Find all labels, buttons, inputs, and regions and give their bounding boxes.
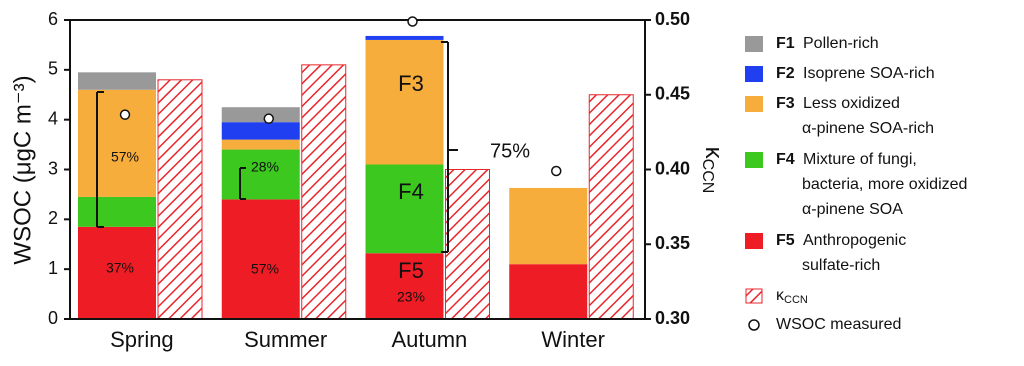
y-tick-label: 5 [48, 59, 58, 79]
annotation: 75% [490, 140, 530, 162]
measured-point [551, 165, 562, 177]
y-tick-label: 2 [48, 208, 58, 228]
kappa-bar [588, 94, 634, 320]
legend-name: F2 [776, 65, 795, 82]
y-tick-label: 3 [48, 158, 58, 178]
legend-swatch [745, 36, 763, 52]
y2-tick-label: 0.40 [655, 158, 690, 178]
bar-segment [78, 226, 156, 319]
bar-segment [78, 89, 156, 197]
annotation: F5 [398, 258, 424, 283]
y2-tick-label: 0.50 [655, 9, 690, 29]
y-axis-label: WSOC (μgC m⁻³) [9, 75, 36, 264]
legend-swatch [745, 96, 763, 112]
bar-segment [221, 199, 300, 319]
bar-segment [365, 164, 444, 254]
y-tick-label: 1 [48, 258, 58, 278]
kappa-bar [301, 64, 347, 320]
legend-description: Anthropogenic [803, 232, 906, 249]
legend-name: F3 [776, 95, 795, 112]
bar-segment [365, 253, 444, 319]
y-tick-label: 0 [48, 308, 58, 328]
legend-description: Less oxidized [803, 95, 900, 112]
legend-swatch [745, 233, 763, 249]
legend-description: Mixture of fungi, [803, 151, 917, 168]
bar-segment [221, 149, 300, 200]
legend-description: Pollen-rich [803, 35, 879, 52]
x-tick-label: Winter [541, 327, 605, 352]
x-tick-label: Summer [244, 327, 327, 352]
legend-description: sulfate-rich [802, 257, 880, 274]
bar-segment [365, 39, 444, 165]
x-tick-label: Spring [110, 327, 174, 352]
bar-segment [221, 107, 300, 123]
y-tick-label: 4 [48, 108, 58, 128]
kappa-bar [157, 79, 203, 320]
bar-segment [221, 122, 300, 140]
legend-swatch [745, 66, 763, 82]
annotation: 57% [251, 261, 279, 277]
legend-description: α-pinene SOA-rich [802, 120, 934, 137]
bar-segment [509, 187, 588, 265]
legend-description: α-pinene SOA [802, 201, 903, 218]
legend-description: Isoprene SOA-rich [803, 65, 935, 82]
bar-segment [365, 35, 444, 40]
kappa-bar [445, 169, 490, 320]
annotation: 37% [106, 260, 134, 276]
measured-point [263, 113, 274, 124]
annotation: 57% [111, 149, 139, 165]
y2-tick-label: 0.45 [655, 84, 690, 104]
y2-tick-label: 0.30 [655, 308, 690, 328]
y2-axis-label: κCCN [699, 147, 727, 194]
annotation: F4 [398, 179, 424, 204]
legend-swatch [745, 288, 763, 304]
annotation: F3 [398, 71, 424, 96]
annotation: 23% [397, 289, 425, 305]
bar-segment [221, 139, 300, 150]
legend-marker [748, 319, 760, 331]
bar-segment [78, 72, 156, 90]
legend-name: WSOC measured [776, 316, 901, 333]
legend-symbol: κ [776, 287, 785, 304]
measured-point [119, 109, 131, 120]
bar-segment [509, 264, 588, 319]
legend-name: κCCN [776, 287, 808, 306]
legend-name: F5 [776, 232, 795, 249]
bar-segment [78, 196, 156, 227]
y2-tick-label: 0.35 [655, 233, 690, 253]
x-tick-label: Autumn [391, 327, 467, 352]
annotation: 28% [251, 159, 279, 175]
legend-swatch [745, 152, 763, 168]
legend-description: bacteria, more oxidized [802, 176, 967, 193]
legend-name: F4 [776, 151, 795, 168]
legend-subscript: CCN [784, 294, 808, 306]
measured-point [407, 16, 418, 27]
legend-name: F1 [776, 35, 795, 52]
y-tick-label: 6 [48, 9, 58, 29]
